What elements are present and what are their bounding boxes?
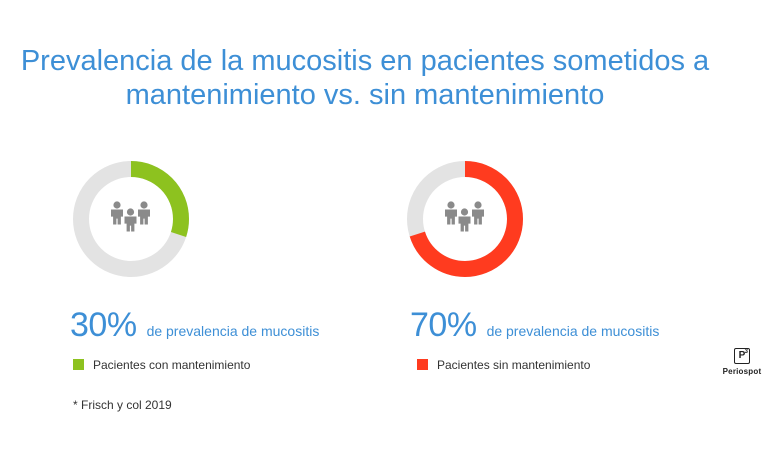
- percent-value: 70%: [410, 306, 477, 344]
- donut-arc: [73, 161, 189, 277]
- stat-with-maintenance: 30% de prevalencia de mucositis: [70, 306, 319, 346]
- logo-mark-letter: P: [738, 350, 746, 361]
- people-group-icon: [111, 201, 150, 232]
- donut-svg: [73, 161, 189, 277]
- title-line-1: Prevalencia de la mucositis en pacientes…: [20, 45, 710, 77]
- chart-title: Prevalencia de la mucositis en pacientes…: [0, 44, 730, 112]
- donut-arc: [407, 161, 523, 277]
- percent-description: de prevalencia de mucositis: [486, 323, 660, 339]
- legend-label: Pacientes con mantenimiento: [93, 357, 251, 372]
- logo-mark-superscript: 3: [744, 349, 748, 355]
- percent-value: 30%: [70, 306, 137, 344]
- logo-text: Periospot: [722, 367, 762, 376]
- legend-without-maintenance: Pacientes sin mantenimiento: [417, 356, 590, 372]
- legend-with-maintenance: Pacientes con mantenimiento: [73, 356, 250, 372]
- source-note: * Frisch y col 2019: [73, 398, 172, 412]
- percent-description: de prevalencia de mucositis: [146, 323, 320, 339]
- title-line-2: mantenimiento vs. sin mantenimiento: [125, 79, 605, 111]
- legend-swatch: [73, 359, 84, 371]
- people-group-icon: [445, 201, 484, 232]
- legend-label: Pacientes sin mantenimiento: [437, 357, 591, 372]
- donut-chart-without-maintenance: [404, 158, 526, 280]
- donut-svg: [407, 161, 523, 277]
- stat-without-maintenance: 70% de prevalencia de mucositis: [410, 306, 659, 346]
- legend-swatch: [417, 359, 428, 371]
- donut-chart-with-maintenance: [70, 158, 192, 280]
